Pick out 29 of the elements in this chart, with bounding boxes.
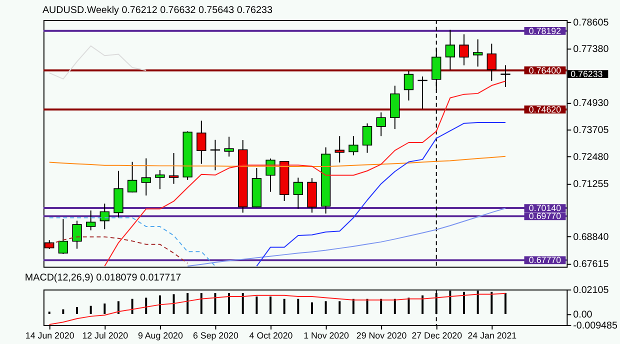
text: 0.76233 bbox=[570, 68, 603, 79]
y-tick-label: 0.02105 bbox=[573, 284, 610, 296]
x-tick-label: 27 Dec 2020 bbox=[412, 330, 462, 340]
y-tick-label: 0.67615 bbox=[573, 259, 610, 270]
ref-line-label: 0.69770 bbox=[528, 211, 562, 222]
x-tick-label: 1 Nov 2020 bbox=[304, 330, 350, 340]
x-tick-label: 9 Aug 2020 bbox=[138, 330, 183, 340]
ref-line-label: 0.67770 bbox=[528, 255, 562, 266]
chart-title: MACD(12,26,9) 0.018079 0.017717 bbox=[24, 272, 182, 284]
ref-line-label: 0.70140 bbox=[528, 203, 562, 214]
x-tick-label: 4 Oct 2020 bbox=[249, 330, 293, 340]
y-tick-label: 0.74930 bbox=[573, 98, 610, 110]
y-tick-label: 0.00 bbox=[573, 309, 593, 320]
x-tick-label: 29 Nov 2020 bbox=[356, 330, 407, 340]
x-tick-label: 12 Jul 2020 bbox=[82, 330, 128, 340]
y-tick-label: 0.71255 bbox=[573, 178, 610, 190]
y-tick-label: 0.72480 bbox=[573, 152, 610, 164]
ref-line-label: 0.74620 bbox=[528, 104, 562, 114]
x-tick-label: 6 Sep 2020 bbox=[193, 330, 238, 340]
ref-line-label: 0.78192 bbox=[528, 26, 562, 36]
y-tick-label: -0.009485 bbox=[573, 320, 618, 332]
y-tick-label: 0.73705 bbox=[573, 125, 610, 136]
chart-title: AUDUSD.Weekly 0.76212 0.76632 0.75643 0.76233 bbox=[42, 4, 273, 16]
y-tick-label: 0.68840 bbox=[573, 232, 610, 244]
x-tick-label: 24 Jan 2021 bbox=[468, 330, 517, 340]
ref-line-label: 0.76400 bbox=[528, 65, 562, 76]
x-tick-label: 14 Jun 2020 bbox=[25, 330, 74, 340]
y-tick-label: 0.77380 bbox=[573, 44, 610, 56]
y-tick-label: 0.78605 bbox=[573, 17, 610, 28]
